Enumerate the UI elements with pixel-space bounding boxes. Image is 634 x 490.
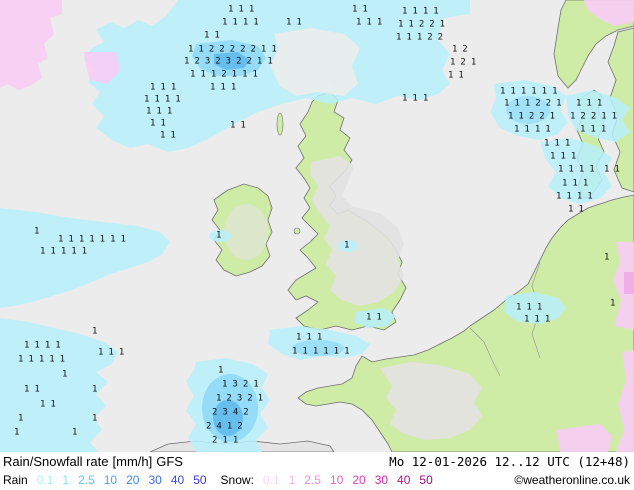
scale-value: 40 [170,473,185,487]
snow-legend-label: Snow: [220,473,254,487]
rain-region-german-bight [540,138,612,204]
snow-region-northwest-2 [84,52,120,84]
legend-bar: Rain/Snowfall rate [mm/h] GFS Mo 12-01-202… [0,452,634,490]
snow-region-south [556,424,612,452]
scale-value: 50 [419,473,433,487]
map-title: Rain/Snowfall rate [mm/h] GFS [3,454,187,469]
rain-region-channel [354,308,396,328]
snow-region-east [613,242,634,330]
rain-region-celtic-heavier [292,340,344,356]
scale-value: 2.5 [78,473,95,487]
map-graphics [0,0,634,452]
cloud-over-france [380,362,482,440]
scale-value: 20 [352,473,366,487]
cloud-over-britain [310,156,404,306]
rain-spot-england [338,240,358,252]
cloud-over-ireland [224,204,268,260]
scale-value: 10 [329,473,344,487]
scale-value: 40 [397,473,411,487]
rain-legend-label: Rain [3,473,28,487]
title-model: GFS [156,454,183,469]
snow-region-norway [584,0,634,26]
title-variable: Rain/Snowfall rate [3,454,109,469]
rain-region-southwest [0,318,118,452]
rain-region-denmark-heavier [506,96,550,124]
title-unit: [mm/h] [112,454,153,469]
scale-value: 0.1 [36,473,54,487]
land-continent-france [297,194,634,452]
border-line [469,327,501,377]
copyright: ©weatheronline.co.uk [514,473,630,487]
rain-region-north-core [214,52,250,70]
rain-region-central-europe [504,292,566,324]
scale-value: 2.5 [304,473,321,487]
scale-value: 20 [126,473,140,487]
sea-gap [270,28,360,96]
land-isle-of-man [293,227,301,235]
map-canvas: 111 11 1111 1111 11 111 11221 11 11122 112222211 1… [0,0,634,452]
rain-region-norway-coast [566,90,630,142]
snow-region-northwest [0,0,62,90]
rain-scale: 0.1 1 2.5 10 20 30 40 50 [37,473,207,487]
scale-value: 1 [288,473,296,487]
snow-scale: 0.1 1 2.5 10 20 30 40 50 [263,473,433,487]
rain-region-biscay-core [213,400,243,436]
scale-value: 30 [148,473,162,487]
land-hebrides [276,112,284,136]
rain-spot-ireland-west [209,230,231,242]
scale-value: 30 [374,473,389,487]
snow-region-east-core [624,272,634,294]
scale-value: 1 [62,473,70,487]
snow-region-southeast [616,350,634,452]
scale-value: 50 [193,473,207,487]
rain-region-atlantic [0,208,170,308]
legend-title-row: Rain/Snowfall rate [mm/h] GFS Mo 12-01-202… [3,454,630,469]
forecast-datetime: Mo 12-01-2026 12..12 UTC (12+48) [389,454,630,469]
legend-scale-row: Rain 0.1 1 2.5 10 20 30 40 50 Snow: 0.1 1 2.5 10 20… [3,473,630,487]
scale-value: 10 [103,473,118,487]
scale-value: 0.1 [262,473,280,487]
